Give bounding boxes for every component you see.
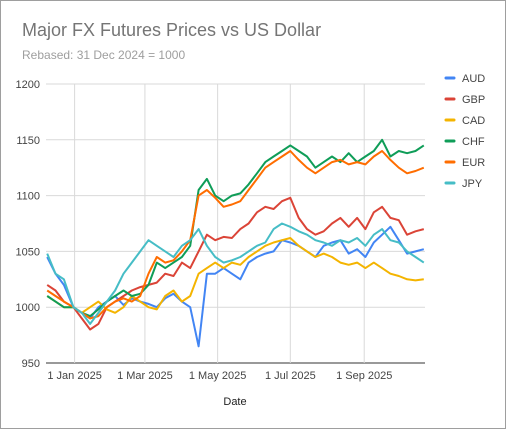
y-tick-label: 1200 xyxy=(16,79,40,91)
x-tick-label: 1 Jan 2025 xyxy=(47,370,101,382)
x-tick-label: 1 Mar 2025 xyxy=(117,370,173,382)
series-lines xyxy=(46,138,425,348)
chart-subtitle: Rebased: 31 Dec 2024 = 1000 xyxy=(22,48,186,62)
series-line-eur xyxy=(46,150,425,320)
legend-label-chf: CHF xyxy=(462,136,485,148)
x-tick-label: 1 Sep 2025 xyxy=(336,370,392,382)
x-axis: 1 Jan 2025 1 Mar 2025 1 May 2025 1 Jul 2025… xyxy=(47,370,392,382)
y-tick-label: 1000 xyxy=(16,302,40,314)
y-axis: 950 1000 1050 1100 1150 1200 xyxy=(16,79,40,370)
x-tick-label: 1 May 2025 xyxy=(189,370,246,382)
y-tick-label: 1100 xyxy=(16,191,40,203)
y-tick-label: 950 xyxy=(22,358,40,370)
legend-label-aud: AUD xyxy=(462,73,485,85)
y-tick-label: 1050 xyxy=(16,246,40,258)
series-line-jpy xyxy=(46,222,425,325)
legend-label-jpy: JPY xyxy=(462,178,483,190)
x-axis-label: Date xyxy=(223,396,246,408)
series-line-cad xyxy=(46,237,424,314)
y-tick-label: 1150 xyxy=(16,135,40,147)
x-tick-label: 1 Jul 2025 xyxy=(265,370,316,382)
legend: AUD GBP CAD CHF EUR JPY xyxy=(444,73,485,190)
legend-label-gbp: GBP xyxy=(462,94,485,106)
series-line-chf xyxy=(46,138,425,318)
chart-title: Major FX Futures Prices vs US Dollar xyxy=(22,20,322,40)
legend-label-cad: CAD xyxy=(462,115,485,127)
legend-label-eur: EUR xyxy=(462,157,485,169)
